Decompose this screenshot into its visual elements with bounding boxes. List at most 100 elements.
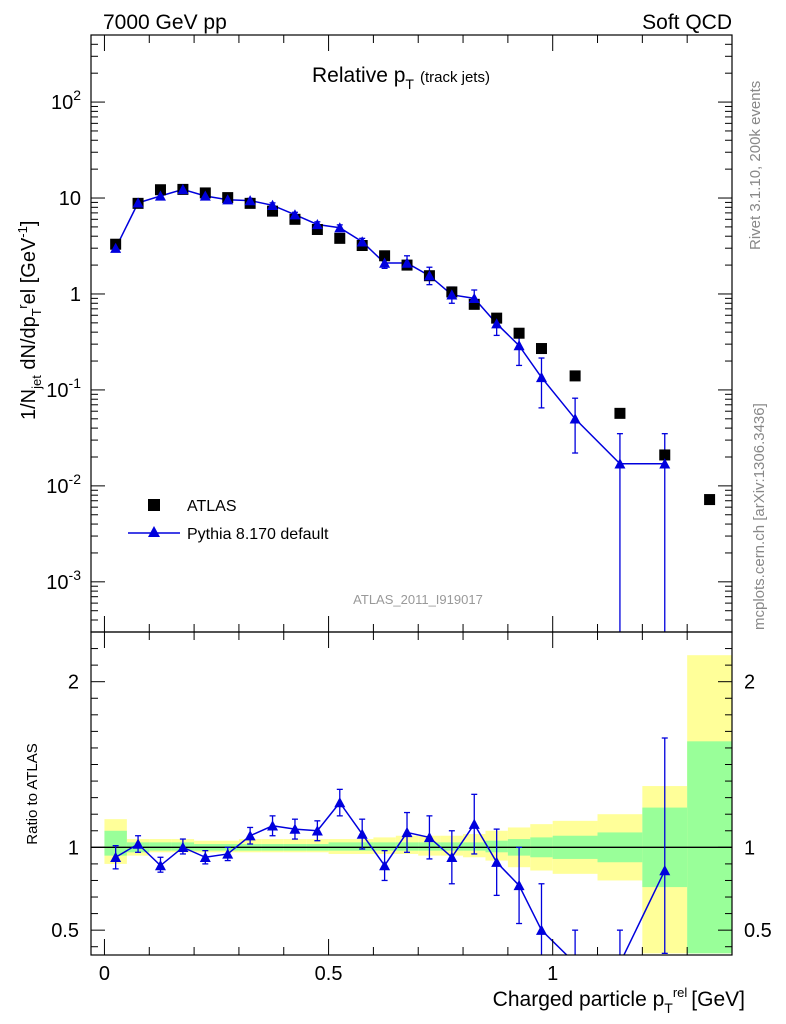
x-axis-label: Charged particle pTrel [GeV] [493, 985, 745, 1016]
mc-point [334, 222, 346, 233]
y-tick-label: 10-2 [46, 471, 81, 498]
mc-point [177, 183, 189, 195]
ratio-y-tick-label-left: 2 [68, 672, 79, 694]
mc-point [244, 195, 256, 206]
ratio-point [468, 818, 480, 829]
data-point [154, 184, 166, 196]
y-tick-label: 10 [59, 188, 81, 210]
ratio-point [267, 820, 279, 831]
data-point [311, 223, 323, 235]
mc-point [110, 242, 122, 253]
mc-point [569, 413, 581, 424]
plot-title: Relative pT (track jets) [312, 64, 490, 92]
mc-point [446, 289, 458, 300]
ratio-point [222, 848, 234, 859]
x-tick-label: 0 [99, 963, 110, 985]
main-plot-data [110, 183, 716, 632]
analysis-watermark: ATLAS_2011_I919017 [353, 592, 483, 607]
main-plot-axes: 10-3 10-2 10-1 1 10 102 [46, 34, 733, 633]
main-y-axis-label: 1/Njet dN/dpTrel [GeV-1] [15, 221, 44, 420]
data-point [267, 205, 279, 217]
legend-data-label: ATLAS [187, 498, 237, 515]
ratio-point [311, 825, 323, 836]
ratio-point [110, 851, 122, 862]
ratio-point [423, 831, 435, 843]
mc-point [614, 458, 626, 469]
ratio-point [491, 856, 503, 867]
ratio-point [659, 865, 671, 876]
ratio-y-tick-label-left: 1 [68, 837, 79, 859]
mc-point [222, 194, 234, 205]
ratio-point [356, 828, 368, 839]
mcplots-label: mcplots.cern.ch [arXiv:1306.3436] [751, 403, 768, 630]
mc-point [311, 218, 323, 230]
legend: ATLAS Pythia 8.170 default [128, 498, 329, 543]
mc-point [199, 190, 211, 201]
ratio-plot-data [91, 655, 732, 968]
ratio-point [244, 830, 256, 841]
ratio-plot-frame [90, 631, 733, 956]
ratio-y-tick-label-right: 1 [744, 837, 755, 859]
mc-point [267, 199, 279, 210]
y-tick-label: 1 [70, 284, 81, 306]
data-point [659, 449, 671, 461]
data-point [379, 250, 391, 262]
data-point [334, 232, 346, 244]
legend-mc-label: Pythia 8.170 default [187, 526, 329, 543]
ratio-y-axis-label: Ratio to ATLAS [24, 743, 41, 844]
y-tick-label: 102 [51, 87, 81, 114]
ratio-y-tick-label-left: 0.5 [51, 920, 79, 942]
ratio-point [446, 851, 458, 862]
mc-point [423, 270, 435, 281]
mc-point [535, 371, 547, 383]
ratio-point [154, 860, 166, 871]
uncertainty-band-inner [373, 842, 396, 851]
legend-data-marker [148, 499, 160, 511]
mc-point [289, 209, 301, 220]
mc-point [513, 340, 525, 351]
ratio-point [570, 958, 581, 968]
data-point [614, 407, 626, 419]
ratio-point [379, 860, 391, 871]
ratio-point [289, 823, 301, 834]
ratio-point [614, 958, 625, 968]
mc-point [659, 458, 671, 469]
uncertainty-band-inner [104, 830, 127, 856]
header-right: Soft QCD [642, 11, 732, 34]
mc-point [401, 257, 413, 268]
ratio-plot-axes: 0.5 0.5 1 1 2 2 0 0.5 1 [51, 631, 772, 985]
ratio-point [535, 924, 547, 935]
ratio-y-tick-label-right: 0.5 [744, 920, 772, 942]
ratio-point [513, 879, 525, 891]
mc-point [491, 318, 503, 329]
mc-point [356, 236, 368, 247]
mc-line [114, 188, 665, 465]
mc-point [468, 292, 480, 304]
ratio-y-tick-label-right: 2 [744, 672, 755, 694]
uncertainty-band-inner [328, 842, 351, 851]
data-point [513, 327, 525, 339]
data-point [569, 370, 581, 382]
legend-mc-marker [148, 526, 160, 537]
ratio-point [132, 838, 144, 849]
rivet-version-label: Rivet 3.1.10, 200k events [747, 81, 764, 250]
y-tick-label: 10-1 [46, 375, 81, 402]
data-point [468, 298, 480, 310]
data-point [704, 494, 716, 506]
ratio-point [401, 826, 413, 838]
mc-point [379, 257, 391, 268]
header-left: 7000 GeV pp [103, 11, 227, 34]
y-tick-label: 10-3 [46, 567, 81, 594]
uncertainty-band-inner [149, 842, 172, 851]
data-point [491, 312, 503, 324]
x-tick-label: 0.5 [315, 963, 343, 985]
x-tick-label: 1 [547, 963, 558, 985]
mc-point [154, 190, 166, 201]
ratio-point [334, 797, 346, 808]
data-point [535, 343, 547, 355]
mc-point [132, 197, 144, 208]
ratio-point [199, 851, 211, 862]
ratio-point [177, 841, 189, 853]
